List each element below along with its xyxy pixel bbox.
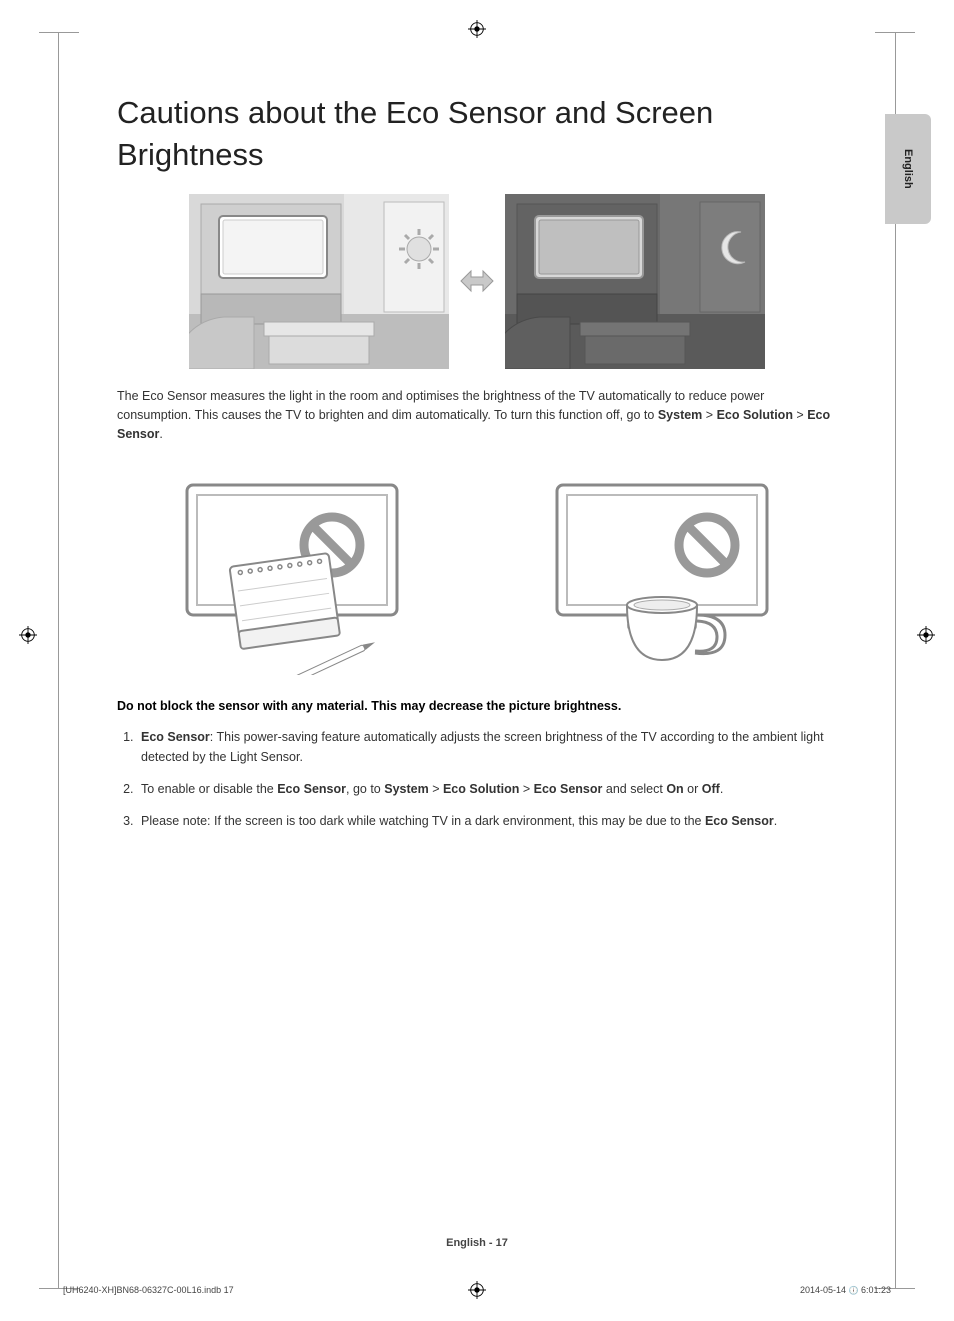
list-item: To enable or disable the Eco Sensor, go … [137,779,837,799]
illustration-row-2 [137,475,817,675]
page-title: Cautions about the Eco Sensor and Screen… [117,92,837,176]
content: Cautions about the Eco Sensor and Screen… [117,92,837,843]
footer-timestamp: 2014-05-14 🕕 6:01:23 [800,1285,891,1295]
intro-paragraph: The Eco Sensor measures the light in the… [117,387,837,445]
language-tab: English [885,114,931,224]
instruction-list: Eco Sensor: This power-saving feature au… [117,727,837,831]
illustration-row-1 [117,194,837,369]
list-item: Eco Sensor: This power-saving feature au… [137,727,837,767]
registration-mark-icon [468,20,486,38]
double-arrow-icon [459,268,495,294]
page-frame: English Cautions about the Eco Sensor an… [58,32,896,1289]
registration-mark-icon [917,626,935,644]
tv-mug-illustration [537,475,787,675]
room-night-illustration [505,194,765,369]
language-label: English [902,149,914,189]
clock-icon: 🕕 [848,1286,858,1295]
room-day-illustration [189,194,449,369]
registration-mark-icon [19,626,37,644]
page-number: English - 17 [59,1237,895,1249]
footer-filename: [UH6240-XH]BN68-06327C-00L16.indb 17 [63,1285,234,1295]
warning-line: Do not block the sensor with any materia… [117,699,837,713]
tv-notebook-illustration [167,475,417,675]
list-item: Please note: If the screen is too dark w… [137,811,837,831]
registration-mark-icon [468,1281,486,1299]
